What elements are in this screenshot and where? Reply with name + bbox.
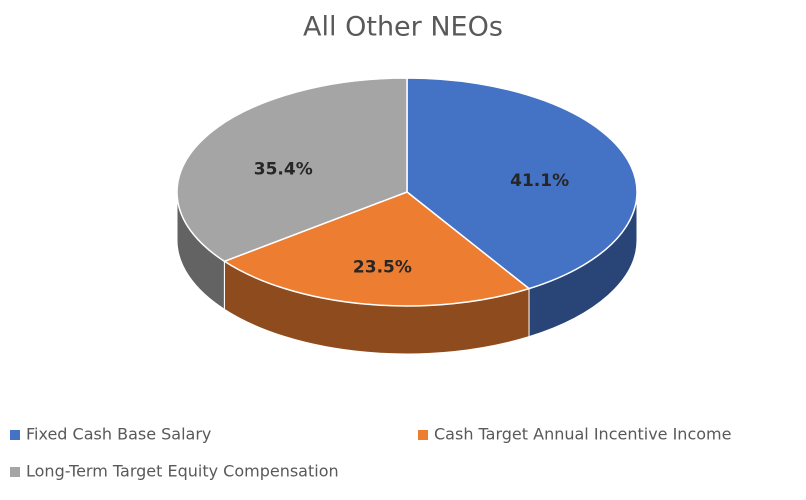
legend-swatch: [10, 430, 20, 440]
data-label: 35.4%: [254, 160, 313, 180]
legend-swatch: [10, 467, 20, 477]
legend-label: Fixed Cash Base Salary: [26, 425, 211, 444]
legend-swatch: [418, 430, 428, 440]
legend-label: Cash Target Annual Incentive Income: [434, 425, 731, 444]
slice: [406, 77, 638, 290]
chart-title: All Other NEOs: [303, 12, 503, 43]
slice: [176, 77, 408, 263]
slice: [222, 191, 531, 307]
data-label: 41.1%: [510, 171, 569, 191]
legend-label: Long-Term Target Equity Compensation: [26, 462, 339, 481]
data-label: 23.5%: [353, 257, 412, 277]
